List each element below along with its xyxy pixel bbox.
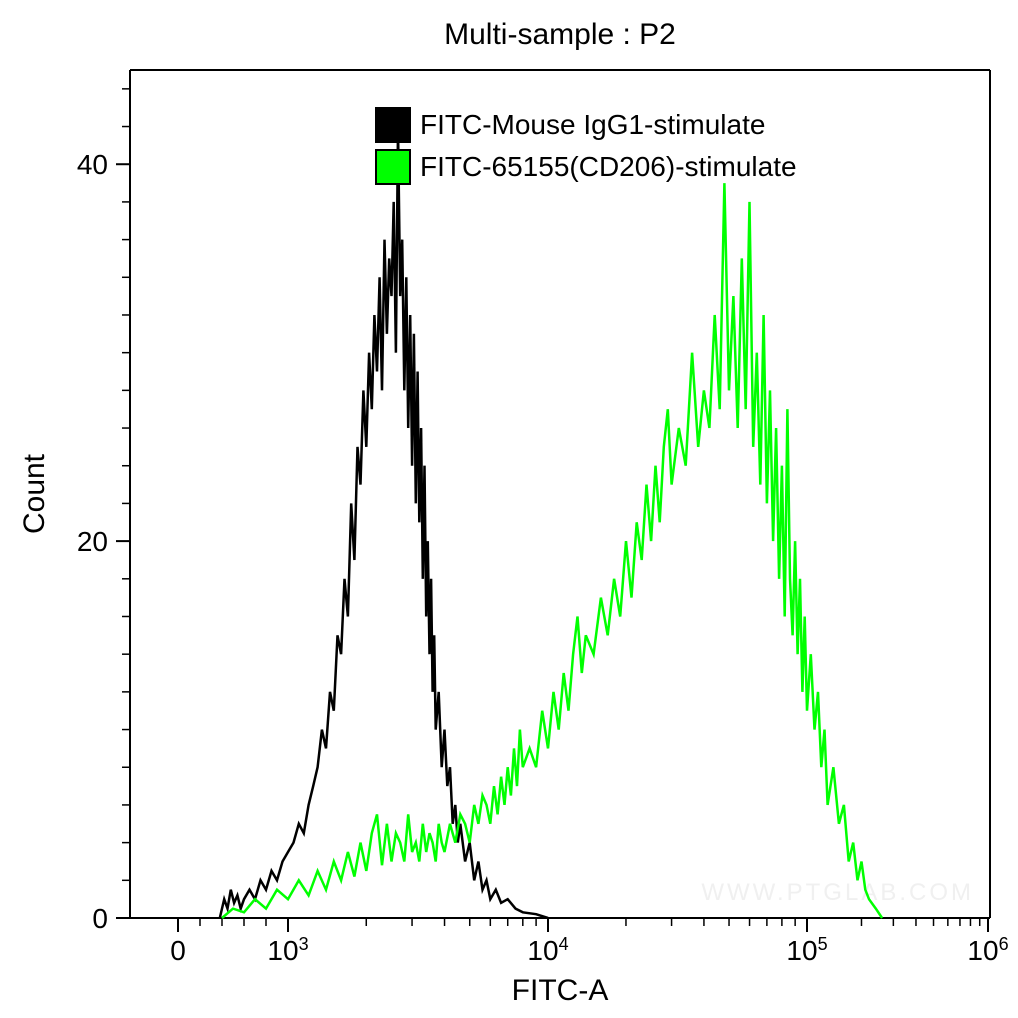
flow-cytometry-histogram: Multi-sample : P2WWW.PTGLAB.COM020400103… (0, 0, 1018, 1018)
chart-title: Multi-sample : P2 (444, 18, 676, 51)
y-tick-label: 0 (92, 903, 108, 934)
y-tick-label: 20 (77, 526, 108, 557)
watermark: WWW.PTGLAB.COM (701, 879, 974, 906)
y-tick-label: 40 (77, 149, 108, 180)
y-axis-label: Count (18, 453, 51, 534)
chart-svg: Multi-sample : P2WWW.PTGLAB.COM020400103… (0, 0, 1018, 1018)
legend-swatch (376, 150, 410, 184)
legend-label: FITC-Mouse IgG1-stimulate (420, 109, 765, 140)
x-axis-label: FITC-A (512, 974, 609, 1007)
legend-swatch (376, 108, 410, 142)
x-tick-label: 0 (170, 935, 186, 966)
legend-label: FITC-65155(CD206)-stimulate (420, 151, 797, 182)
